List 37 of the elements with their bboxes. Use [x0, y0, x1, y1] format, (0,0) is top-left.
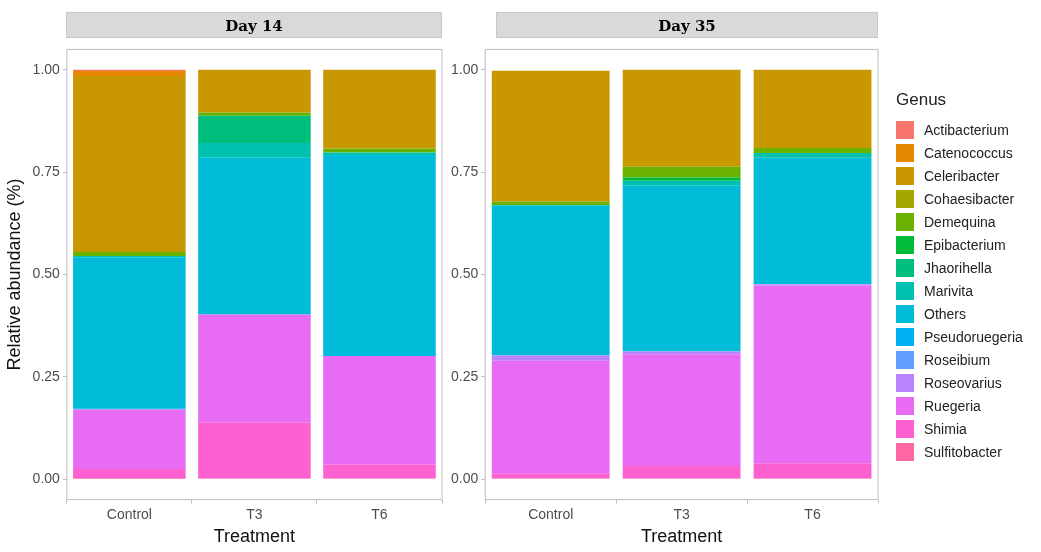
x-axis-title: Treatment — [213, 526, 296, 547]
y-axis-title: Relative abundance (%) — [3, 178, 24, 371]
legend-label: Ruegeria — [924, 397, 981, 414]
x-tick-label: T3 — [246, 505, 263, 522]
x-tick-label: T6 — [804, 505, 821, 522]
y-tick-label: 0.75 — [32, 163, 61, 180]
legend-title: Genus — [896, 90, 948, 110]
chart-title: Day 14 — [66, 12, 442, 38]
x-tick-label: Control — [528, 505, 574, 522]
y-tick-label: 0.75 — [451, 163, 479, 180]
y-tick-label: 0.00 — [451, 470, 479, 486]
x-axis-title: Treatment — [640, 526, 723, 547]
y-tick-label: 0.50 — [32, 265, 61, 282]
y-tick-label: 0.25 — [32, 367, 61, 384]
legend-label: Roseovarius — [924, 374, 1002, 391]
x-tick-label: T3 — [673, 505, 690, 522]
legend-label: Catenococcus — [924, 144, 1013, 161]
legend-label: Marivita — [924, 282, 974, 299]
chart-title: Day 35 — [496, 12, 878, 38]
legend-label: Shimia — [924, 420, 967, 437]
legend-label: Actibacterium — [924, 121, 1009, 138]
legend-label: Celeribacter — [924, 167, 1000, 184]
legend-label: Others — [924, 305, 967, 322]
legend-label: Epibacterium — [924, 236, 1006, 253]
y-tick-label: 1.00 — [451, 60, 479, 77]
y-tick-label: 0.50 — [451, 265, 479, 282]
x-tick-label: Control — [106, 505, 152, 522]
legend-label: Pseudoruegeria — [924, 328, 1023, 345]
legend-label: Jhaorihella — [924, 259, 992, 276]
legend-label: Roseibium — [924, 351, 991, 368]
legend-label: Sulfitobacter — [924, 443, 1002, 460]
y-tick-label: 0.00 — [32, 470, 61, 486]
legend-label: Demequina — [924, 213, 996, 230]
legend-label: Cohaesibacter — [924, 190, 1015, 207]
x-tick-label: T6 — [371, 505, 388, 522]
y-tick-label: 0.25 — [451, 367, 479, 384]
y-tick-label: 1.00 — [32, 60, 61, 77]
